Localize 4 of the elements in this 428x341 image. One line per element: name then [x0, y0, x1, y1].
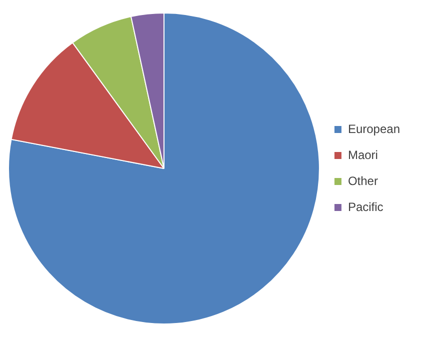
legend-label: European — [348, 122, 400, 136]
legend-label: Other — [348, 174, 378, 188]
legend-label: Maori — [348, 148, 378, 162]
legend-label: Pacific — [348, 200, 384, 214]
